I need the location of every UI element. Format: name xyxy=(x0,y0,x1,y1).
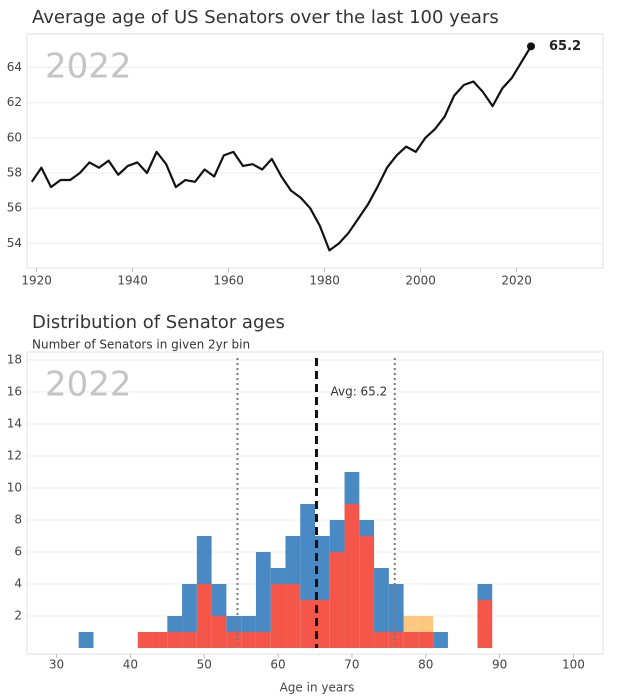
bar-segment xyxy=(196,584,212,648)
y-tick-label: 62 xyxy=(7,95,22,109)
bar-segment xyxy=(196,536,212,584)
y-tick-label: 10 xyxy=(7,481,22,495)
bar-segment xyxy=(315,536,330,600)
bar-segment xyxy=(418,632,434,648)
bar-segment xyxy=(344,472,360,504)
y-tick-label: 6 xyxy=(14,545,22,559)
bar-segment xyxy=(329,520,345,552)
y-tick-label: 14 xyxy=(7,417,22,431)
bar-segment xyxy=(137,632,153,648)
bar-segment xyxy=(388,632,404,648)
x-tick-label: 1960 xyxy=(213,274,244,288)
bar-segment xyxy=(182,632,197,648)
bar-segment xyxy=(255,632,271,648)
y-tick-label: 58 xyxy=(7,165,22,179)
watermark: 2022 xyxy=(45,365,132,405)
chart-title: Distribution of Senator ages xyxy=(32,312,285,333)
x-tick-label: 80 xyxy=(418,658,433,672)
bar-segment xyxy=(270,568,286,584)
bar-segment xyxy=(477,584,493,600)
bar-segment xyxy=(477,600,493,648)
x-tick-label: 90 xyxy=(492,658,507,672)
bar-segment xyxy=(211,616,227,648)
bar-segment xyxy=(241,632,256,648)
bar-segment xyxy=(403,616,419,632)
bar-segment xyxy=(344,504,360,648)
bar-segment xyxy=(418,616,434,632)
x-tick-label: 2020 xyxy=(501,274,532,288)
x-axis-label: Age in years xyxy=(280,681,355,695)
bar-segment xyxy=(152,632,168,648)
bar-segment xyxy=(300,600,315,648)
y-tick-label: 60 xyxy=(7,130,22,144)
bar-segment xyxy=(270,584,286,648)
data-line xyxy=(30,45,532,252)
average-label: Avg: 65.2 xyxy=(330,385,387,399)
bar-segment xyxy=(359,520,375,536)
y-tick-label: 4 xyxy=(14,577,22,591)
watermark: 2022 xyxy=(45,47,132,87)
plot-area xyxy=(26,351,604,655)
bar-segment xyxy=(241,616,256,632)
end-point xyxy=(527,42,535,51)
x-tick-label: 100 xyxy=(562,658,585,672)
y-tick-label: 12 xyxy=(7,449,22,463)
x-tick-label: 40 xyxy=(123,658,138,672)
y-tick-label: 64 xyxy=(7,60,22,74)
plot-area xyxy=(26,33,604,269)
y-tick-label: 54 xyxy=(7,236,22,250)
bar-segment xyxy=(315,600,330,648)
bar-segment xyxy=(167,616,183,632)
end-label: 65.2 xyxy=(549,39,581,54)
chart-subtitle: Number of Senators in given 2yr bin xyxy=(32,338,250,352)
y-tick-label: 16 xyxy=(7,385,22,399)
bar-segment xyxy=(374,632,389,648)
bar-segment xyxy=(285,584,301,648)
bar-segment xyxy=(255,552,271,632)
bar-segment xyxy=(182,584,197,632)
y-tick-label: 18 xyxy=(7,353,22,367)
y-tick-label: 8 xyxy=(14,513,22,527)
bar-segment xyxy=(329,552,345,648)
bar-segment xyxy=(433,632,448,648)
x-tick-label: 30 xyxy=(49,658,64,672)
y-tick-label: 2 xyxy=(14,609,22,623)
bar-segment xyxy=(374,568,389,632)
x-tick-label: 2000 xyxy=(405,274,436,288)
bar-segment xyxy=(359,536,375,648)
bar-segment xyxy=(167,632,183,648)
x-tick-label: 1980 xyxy=(309,274,340,288)
x-tick-label: 1940 xyxy=(117,274,148,288)
chart-title: Average age of US Senators over the last… xyxy=(32,7,499,28)
bar-segment xyxy=(285,536,301,584)
x-tick-label: 1920 xyxy=(21,274,52,288)
bar-segment xyxy=(300,504,315,600)
x-tick-label: 70 xyxy=(344,658,359,672)
x-tick-label: 50 xyxy=(197,658,212,672)
x-tick-label: 60 xyxy=(270,658,285,672)
y-tick-label: 56 xyxy=(7,201,22,215)
bar-segment xyxy=(211,584,227,616)
bar-segment xyxy=(403,632,419,648)
bar-segment xyxy=(226,632,242,648)
bar-segment xyxy=(78,632,94,648)
bar-segment xyxy=(388,584,404,632)
bar-segment xyxy=(226,616,242,632)
